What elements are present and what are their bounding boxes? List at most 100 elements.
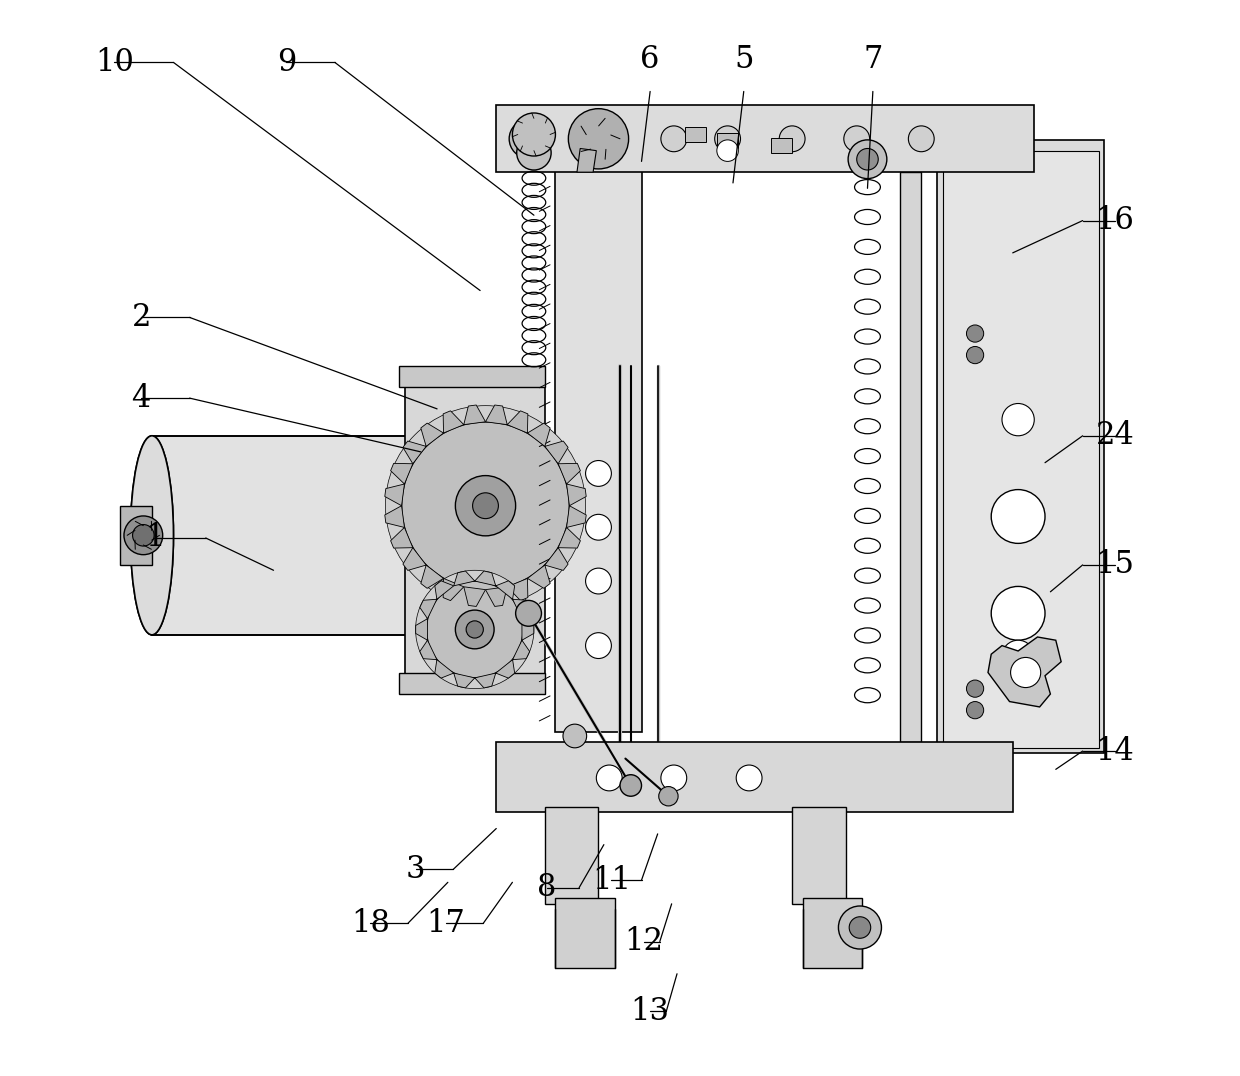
Polygon shape	[577, 148, 596, 172]
Circle shape	[386, 406, 585, 606]
Circle shape	[585, 633, 611, 659]
Circle shape	[737, 765, 763, 791]
Polygon shape	[567, 506, 587, 527]
Circle shape	[966, 325, 983, 342]
Polygon shape	[496, 660, 515, 678]
Polygon shape	[567, 484, 587, 506]
Text: 13: 13	[631, 996, 670, 1027]
Circle shape	[966, 680, 983, 697]
Polygon shape	[512, 599, 529, 619]
Bar	[523, 172, 544, 366]
Ellipse shape	[130, 436, 174, 635]
Bar	[792, 807, 846, 904]
Circle shape	[518, 129, 538, 148]
Text: 3: 3	[405, 854, 425, 884]
Polygon shape	[420, 565, 444, 589]
Circle shape	[779, 126, 805, 152]
Text: 7: 7	[863, 44, 883, 74]
Text: 24: 24	[1096, 421, 1135, 451]
Circle shape	[848, 140, 887, 179]
Polygon shape	[435, 581, 454, 599]
Text: 18: 18	[351, 908, 389, 938]
Ellipse shape	[410, 436, 453, 635]
Polygon shape	[507, 411, 528, 433]
Polygon shape	[558, 464, 580, 484]
Polygon shape	[522, 619, 533, 640]
Circle shape	[415, 570, 534, 689]
Polygon shape	[464, 586, 486, 607]
Polygon shape	[403, 441, 427, 464]
Bar	[804, 898, 862, 968]
Bar	[937, 140, 1104, 753]
Polygon shape	[399, 366, 544, 387]
Circle shape	[472, 493, 498, 519]
Circle shape	[991, 586, 1045, 640]
Text: 11: 11	[591, 865, 631, 895]
Text: 15: 15	[1095, 550, 1135, 580]
Circle shape	[843, 126, 869, 152]
Circle shape	[585, 514, 611, 540]
Polygon shape	[391, 464, 413, 484]
Circle shape	[596, 765, 622, 791]
Polygon shape	[403, 548, 427, 570]
Polygon shape	[527, 423, 551, 447]
Circle shape	[563, 724, 587, 748]
Circle shape	[966, 346, 983, 364]
Circle shape	[661, 765, 687, 791]
Circle shape	[991, 490, 1045, 543]
Polygon shape	[558, 527, 580, 548]
Polygon shape	[464, 405, 486, 425]
Circle shape	[133, 525, 154, 547]
Polygon shape	[420, 423, 444, 447]
Polygon shape	[454, 674, 475, 688]
Polygon shape	[988, 637, 1061, 707]
Text: 4: 4	[131, 383, 151, 413]
Polygon shape	[486, 586, 507, 607]
Polygon shape	[435, 660, 454, 678]
Circle shape	[1002, 404, 1034, 436]
Circle shape	[849, 917, 870, 938]
Circle shape	[714, 126, 740, 152]
Circle shape	[661, 126, 687, 152]
Circle shape	[909, 126, 934, 152]
Circle shape	[857, 148, 878, 170]
Bar	[496, 105, 1034, 172]
Polygon shape	[399, 672, 544, 694]
Bar	[770, 138, 792, 153]
Bar	[942, 151, 1099, 748]
Polygon shape	[486, 405, 507, 425]
Polygon shape	[496, 581, 515, 599]
Circle shape	[1011, 657, 1040, 688]
Bar	[436, 509, 456, 563]
Polygon shape	[512, 640, 529, 660]
Bar	[496, 742, 1013, 812]
Circle shape	[512, 113, 556, 156]
Circle shape	[620, 775, 641, 796]
Bar	[900, 172, 921, 742]
Polygon shape	[527, 565, 551, 589]
Bar	[544, 807, 599, 904]
Circle shape	[517, 136, 551, 170]
Polygon shape	[507, 579, 528, 600]
Circle shape	[838, 906, 882, 949]
Polygon shape	[384, 484, 404, 506]
Text: 5: 5	[734, 44, 754, 74]
Bar	[857, 172, 878, 710]
Bar	[119, 506, 153, 565]
Circle shape	[585, 461, 611, 486]
Text: 8: 8	[537, 873, 557, 903]
Ellipse shape	[130, 436, 174, 635]
Bar	[404, 387, 544, 689]
Circle shape	[658, 787, 678, 806]
Circle shape	[510, 119, 548, 158]
Circle shape	[402, 422, 569, 590]
Circle shape	[717, 140, 738, 161]
Circle shape	[966, 702, 983, 719]
Text: 1: 1	[145, 523, 165, 553]
Polygon shape	[443, 411, 464, 433]
Circle shape	[124, 516, 162, 555]
Text: 16: 16	[1095, 206, 1135, 236]
Bar	[684, 127, 706, 142]
Polygon shape	[475, 674, 496, 688]
Polygon shape	[454, 571, 475, 585]
